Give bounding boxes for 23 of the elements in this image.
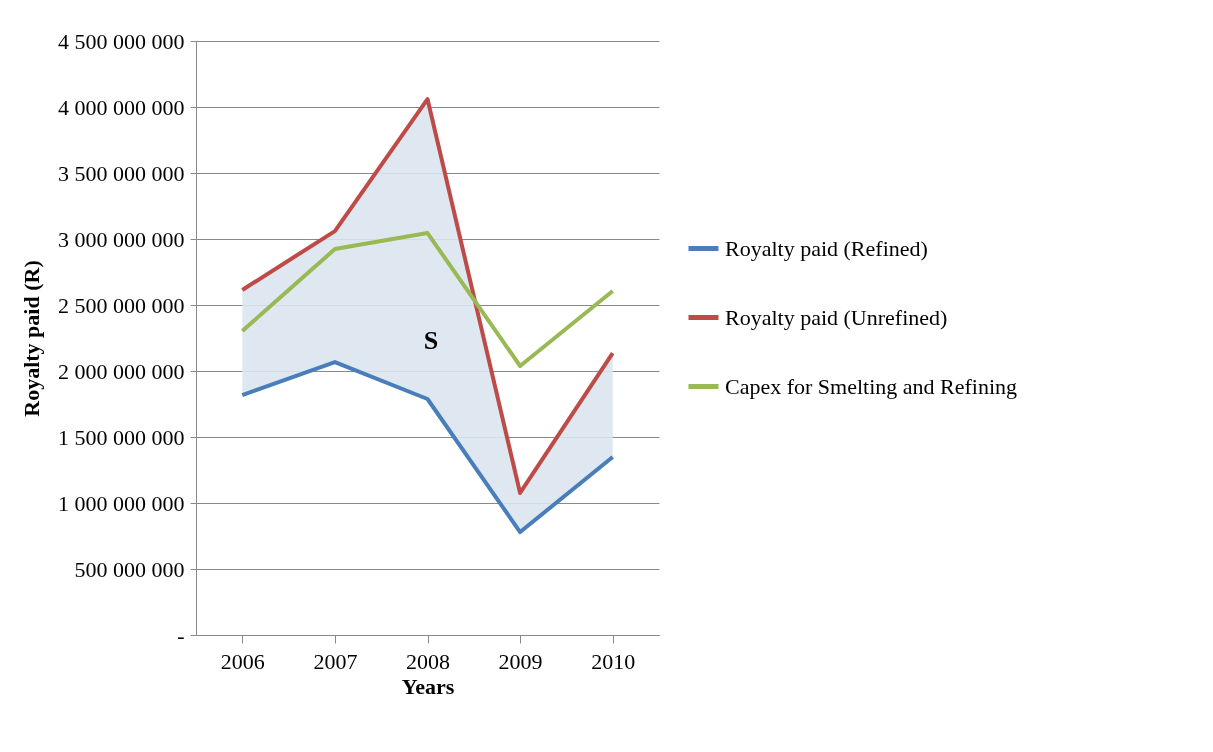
y-tick-label: 2 000 000 000 [58, 358, 185, 384]
annotation: S [423, 326, 439, 355]
y-tick-label: 500 000 000 [74, 556, 185, 582]
y-tick-label: 2 500 000 000 [58, 292, 185, 318]
y-tick-label: 3 500 000 000 [58, 160, 185, 186]
legend-label: Royalty paid (Refined) [725, 235, 928, 261]
x-tick-label: 2006 [220, 648, 265, 674]
x-tick-label: 2008 [406, 648, 450, 674]
y-tick-label: 1 000 000 000 [58, 490, 185, 516]
x-tick-label: 2010 [591, 648, 636, 674]
y-tick-label: 4 000 000 000 [58, 94, 185, 120]
y-tick-label: 3 000 000 000 [58, 226, 185, 252]
x-axis-title: Years [401, 673, 455, 699]
legend-label: Royalty paid (Unrefined) [725, 304, 948, 330]
line-series [240, 231, 615, 368]
y-tick-label: - [177, 622, 185, 648]
y-tick-label: 4 500 000 000 [58, 28, 185, 54]
line-series [240, 360, 615, 535]
x-tick-label: 2007 [313, 648, 358, 674]
x-tick-label: 2009 [498, 648, 543, 674]
y-tick-label: 1 500 000 000 [58, 424, 185, 450]
y-axis-title: Royalty paid (R) [19, 260, 44, 417]
legend-label: Capex for Smelting and Refining [725, 373, 1018, 399]
